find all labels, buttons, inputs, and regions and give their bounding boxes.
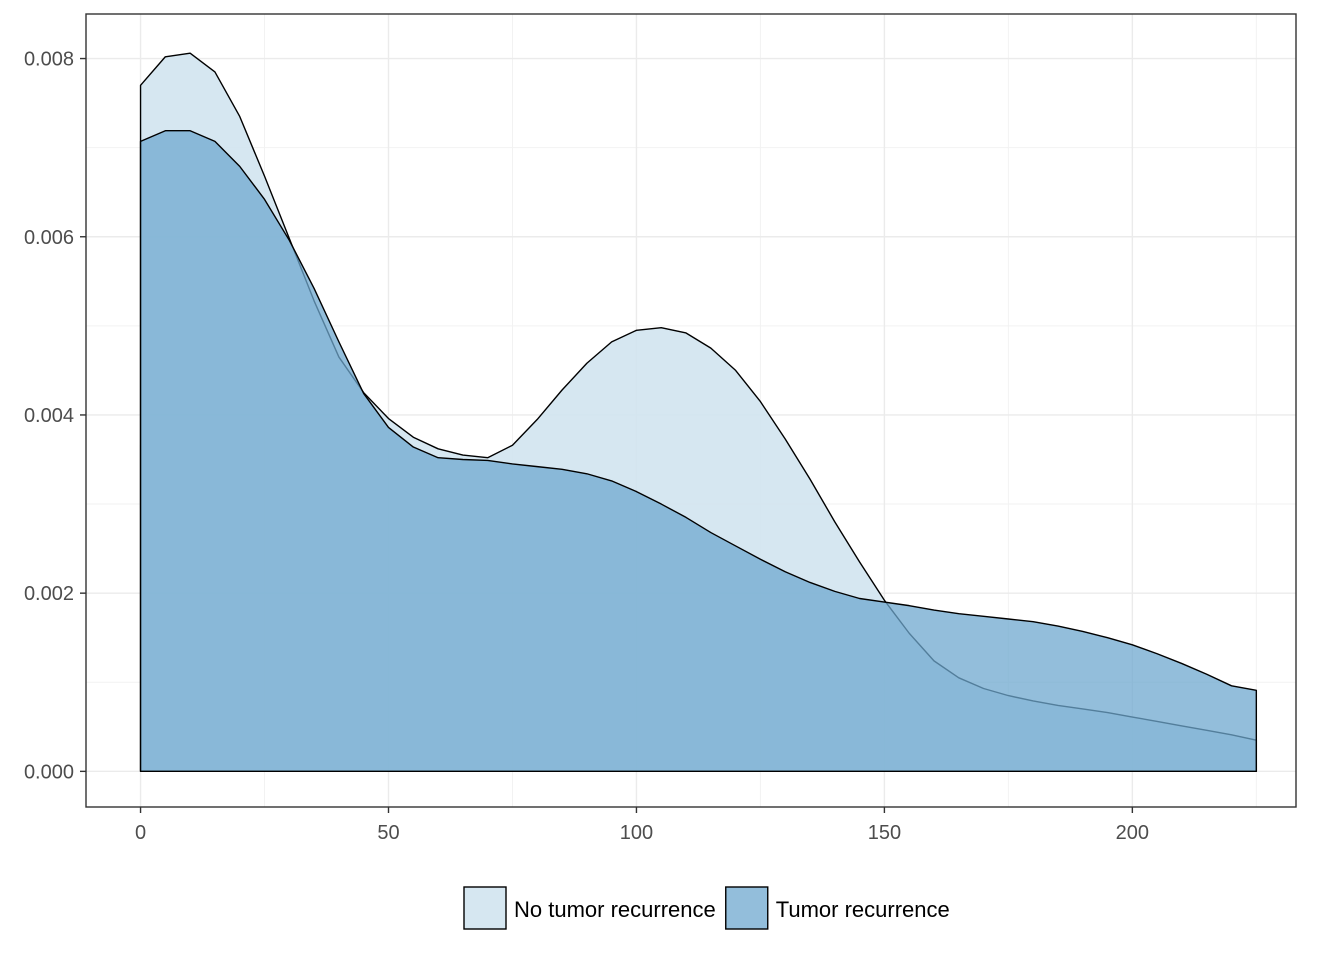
y-tick-label: 0.008: [24, 49, 74, 71]
legend-label-series-1: No tumor recurrence: [514, 897, 716, 922]
density-areas: [139, 52, 1258, 773]
density-area-series-2: [139, 130, 1258, 773]
x-tick-label: 50: [377, 822, 399, 844]
y-tick-label: 0.002: [24, 583, 74, 605]
panel-border: [85, 13, 1297, 808]
legend-label-series-2: Tumor recurrence: [776, 897, 950, 922]
legend-key-series-2: [725, 886, 769, 930]
y-tick-label: 0.006: [24, 227, 74, 249]
y-tick-label: 0.004: [24, 405, 74, 427]
x-tick-label: 100: [620, 822, 653, 844]
y-tick-label: 0.000: [24, 761, 74, 783]
x-tick-label: 200: [1116, 822, 1149, 844]
axes: 0 50 100 150 200 0.000 0.002 0.004 0.006 0.008: [24, 49, 1149, 844]
x-tick-label: 0: [135, 822, 146, 844]
x-tick-label: 150: [868, 822, 901, 844]
legend-key-series-1: [463, 886, 507, 930]
legend: No tumor recurrence Tumor recurrence: [463, 886, 950, 930]
